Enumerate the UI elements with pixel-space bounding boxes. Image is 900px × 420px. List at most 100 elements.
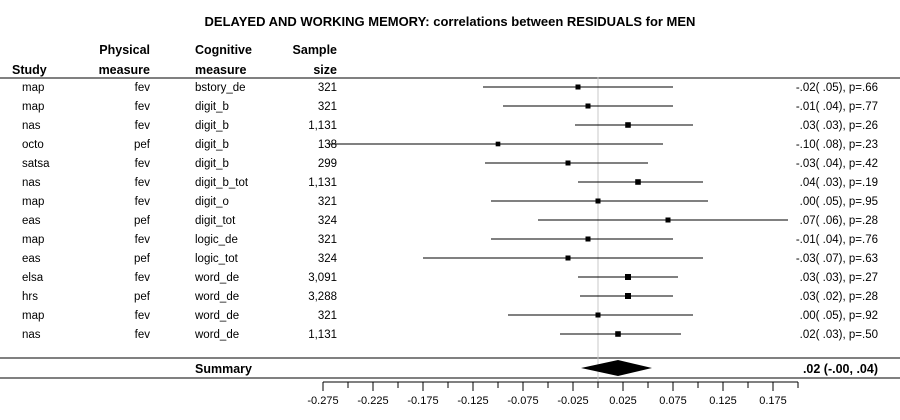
point-estimate bbox=[595, 312, 601, 318]
axis-tick-label: 0.025 bbox=[609, 395, 637, 407]
cell-study: nas bbox=[22, 329, 41, 341]
cell-physical-measure: fev bbox=[135, 158, 151, 170]
point-estimate bbox=[565, 160, 571, 166]
table-row: map fev bstory_de 321 -.02( .05), p=.66 bbox=[22, 82, 878, 94]
cell-physical-measure: fev bbox=[135, 196, 151, 208]
point-estimate bbox=[625, 293, 631, 299]
summary-label: Summary bbox=[195, 362, 252, 376]
cell-cognitive-measure: word_de bbox=[194, 272, 239, 284]
cell-effect-label: -.01( .04), p=.77 bbox=[796, 101, 878, 113]
cell-cognitive-measure: digit_b bbox=[195, 120, 229, 132]
cell-cognitive-measure: bstory_de bbox=[195, 82, 246, 94]
cell-effect-label: -.03( .04), p=.42 bbox=[796, 158, 878, 170]
table-row: map fev digit_b 321 -.01( .04), p=.77 bbox=[22, 101, 878, 113]
cell-physical-measure: fev bbox=[135, 82, 151, 94]
summary-effect-label: .02 (-.00, .04) bbox=[803, 362, 878, 376]
cell-physical-measure: fev bbox=[135, 272, 151, 284]
table-row: map fev word_de 321 .00( .05), p=.92 bbox=[22, 310, 878, 322]
cell-study: map bbox=[22, 101, 44, 113]
cell-sample-size: 3,091 bbox=[308, 272, 337, 284]
point-estimate bbox=[615, 331, 621, 337]
cell-study: eas bbox=[22, 253, 41, 265]
cell-sample-size: 1,131 bbox=[308, 177, 337, 189]
axis-tick-label: 0.125 bbox=[709, 395, 737, 407]
cell-physical-measure: fev bbox=[135, 310, 151, 322]
cell-physical-measure: pef bbox=[134, 215, 151, 227]
cell-sample-size: 321 bbox=[318, 234, 337, 246]
cell-physical-measure: pef bbox=[134, 253, 151, 265]
cell-sample-size: 324 bbox=[318, 215, 338, 227]
cell-physical-measure: fev bbox=[135, 120, 151, 132]
header-cognitive-line2: measure bbox=[195, 63, 246, 77]
axis-tick-label: 0.175 bbox=[759, 395, 787, 407]
cell-effect-label: -.01( .04), p=.76 bbox=[796, 234, 878, 246]
cell-sample-size: 3,288 bbox=[308, 291, 337, 303]
axis-tick-label: -0.225 bbox=[357, 395, 388, 407]
cell-physical-measure: pef bbox=[134, 291, 151, 303]
axis-tick-label: -0.275 bbox=[307, 395, 338, 407]
cell-study: map bbox=[22, 310, 44, 322]
cell-physical-measure: fev bbox=[135, 101, 151, 113]
cell-study: map bbox=[22, 196, 44, 208]
header-physical-line1: Physical bbox=[99, 43, 150, 57]
cell-cognitive-measure: word_de bbox=[194, 329, 239, 341]
cell-effect-label: .03( .03), p=.26 bbox=[800, 120, 878, 132]
cell-physical-measure: fev bbox=[135, 234, 151, 246]
axis-tick-label: 0.075 bbox=[659, 395, 687, 407]
header-sample-line2: size bbox=[313, 63, 337, 77]
table-row: satsa fev digit_b 299 -.03( .04), p=.42 bbox=[22, 158, 878, 170]
cell-sample-size: 138 bbox=[318, 139, 337, 151]
table-row: nas fev digit_b_tot 1,131 .04( .03), p=.19 bbox=[22, 177, 878, 189]
cell-study: map bbox=[22, 82, 44, 94]
cell-effect-label: .00( .05), p=.92 bbox=[800, 310, 878, 322]
table-row: map fev logic_de 321 -.01( .04), p=.76 bbox=[22, 234, 878, 246]
cell-cognitive-measure: digit_b bbox=[195, 158, 229, 170]
table-row: eas pef logic_tot 324 -.03( .07), p=.63 bbox=[22, 253, 878, 265]
cell-sample-size: 321 bbox=[318, 101, 337, 113]
table-row: nas fev word_de 1,131 .02( .03), p=.50 bbox=[22, 329, 878, 341]
cell-study: elsa bbox=[22, 272, 44, 284]
summary-diamond bbox=[581, 360, 652, 376]
header-cognitive-line1: Cognitive bbox=[195, 43, 252, 57]
cell-study: nas bbox=[22, 177, 41, 189]
point-estimate bbox=[635, 179, 641, 185]
cell-physical-measure: fev bbox=[135, 177, 151, 189]
cell-sample-size: 1,131 bbox=[308, 329, 337, 341]
point-estimate bbox=[565, 255, 571, 261]
column-headers: Study Physical measure Cognitive measure… bbox=[12, 43, 337, 77]
cell-effect-label: .03( .02), p=.28 bbox=[800, 291, 878, 303]
axis-tick-label: -0.175 bbox=[407, 395, 438, 407]
cell-cognitive-measure: digit_b_tot bbox=[195, 177, 249, 189]
point-estimate bbox=[665, 217, 671, 223]
axis-tick-label: -0.125 bbox=[457, 395, 488, 407]
table-row: map fev digit_o 321 .00( .05), p=.95 bbox=[22, 196, 878, 208]
cell-effect-label: .02( .03), p=.50 bbox=[800, 329, 878, 341]
point-estimate bbox=[595, 198, 601, 204]
table-row: octo pef digit_b 138 -.10( .08), p=.23 bbox=[22, 139, 878, 151]
cell-physical-measure: fev bbox=[135, 329, 151, 341]
cell-effect-label: .04( .03), p=.19 bbox=[800, 177, 878, 189]
cell-effect-label: -.03( .07), p=.63 bbox=[796, 253, 878, 265]
point-estimate bbox=[585, 236, 591, 242]
cell-cognitive-measure: digit_o bbox=[195, 196, 229, 208]
cell-cognitive-measure: digit_tot bbox=[195, 215, 236, 227]
cell-study: satsa bbox=[22, 158, 50, 170]
point-estimate bbox=[585, 103, 591, 109]
cell-effect-label: -.10( .08), p=.23 bbox=[796, 139, 878, 151]
header-sample-line1: Sample bbox=[293, 43, 338, 57]
cell-sample-size: 1,131 bbox=[308, 120, 337, 132]
cell-study: hrs bbox=[22, 291, 38, 303]
cell-cognitive-measure: digit_b bbox=[195, 139, 229, 151]
cell-sample-size: 321 bbox=[318, 82, 337, 94]
study-rows: map fev bstory_de 321 -.02( .05), p=.66 map fe… bbox=[22, 77, 878, 382]
cell-study: map bbox=[22, 234, 44, 246]
cell-study: eas bbox=[22, 215, 41, 227]
cell-effect-label: .03( .03), p=.27 bbox=[800, 272, 878, 284]
table-row: eas pef digit_tot 324 .07( .06), p=.28 bbox=[22, 215, 878, 227]
cell-sample-size: 299 bbox=[318, 158, 337, 170]
header-physical-line2: measure bbox=[99, 63, 150, 77]
header-study: Study bbox=[12, 63, 47, 77]
point-estimate bbox=[625, 122, 631, 128]
cell-study: nas bbox=[22, 120, 41, 132]
cell-study: octo bbox=[22, 139, 44, 151]
